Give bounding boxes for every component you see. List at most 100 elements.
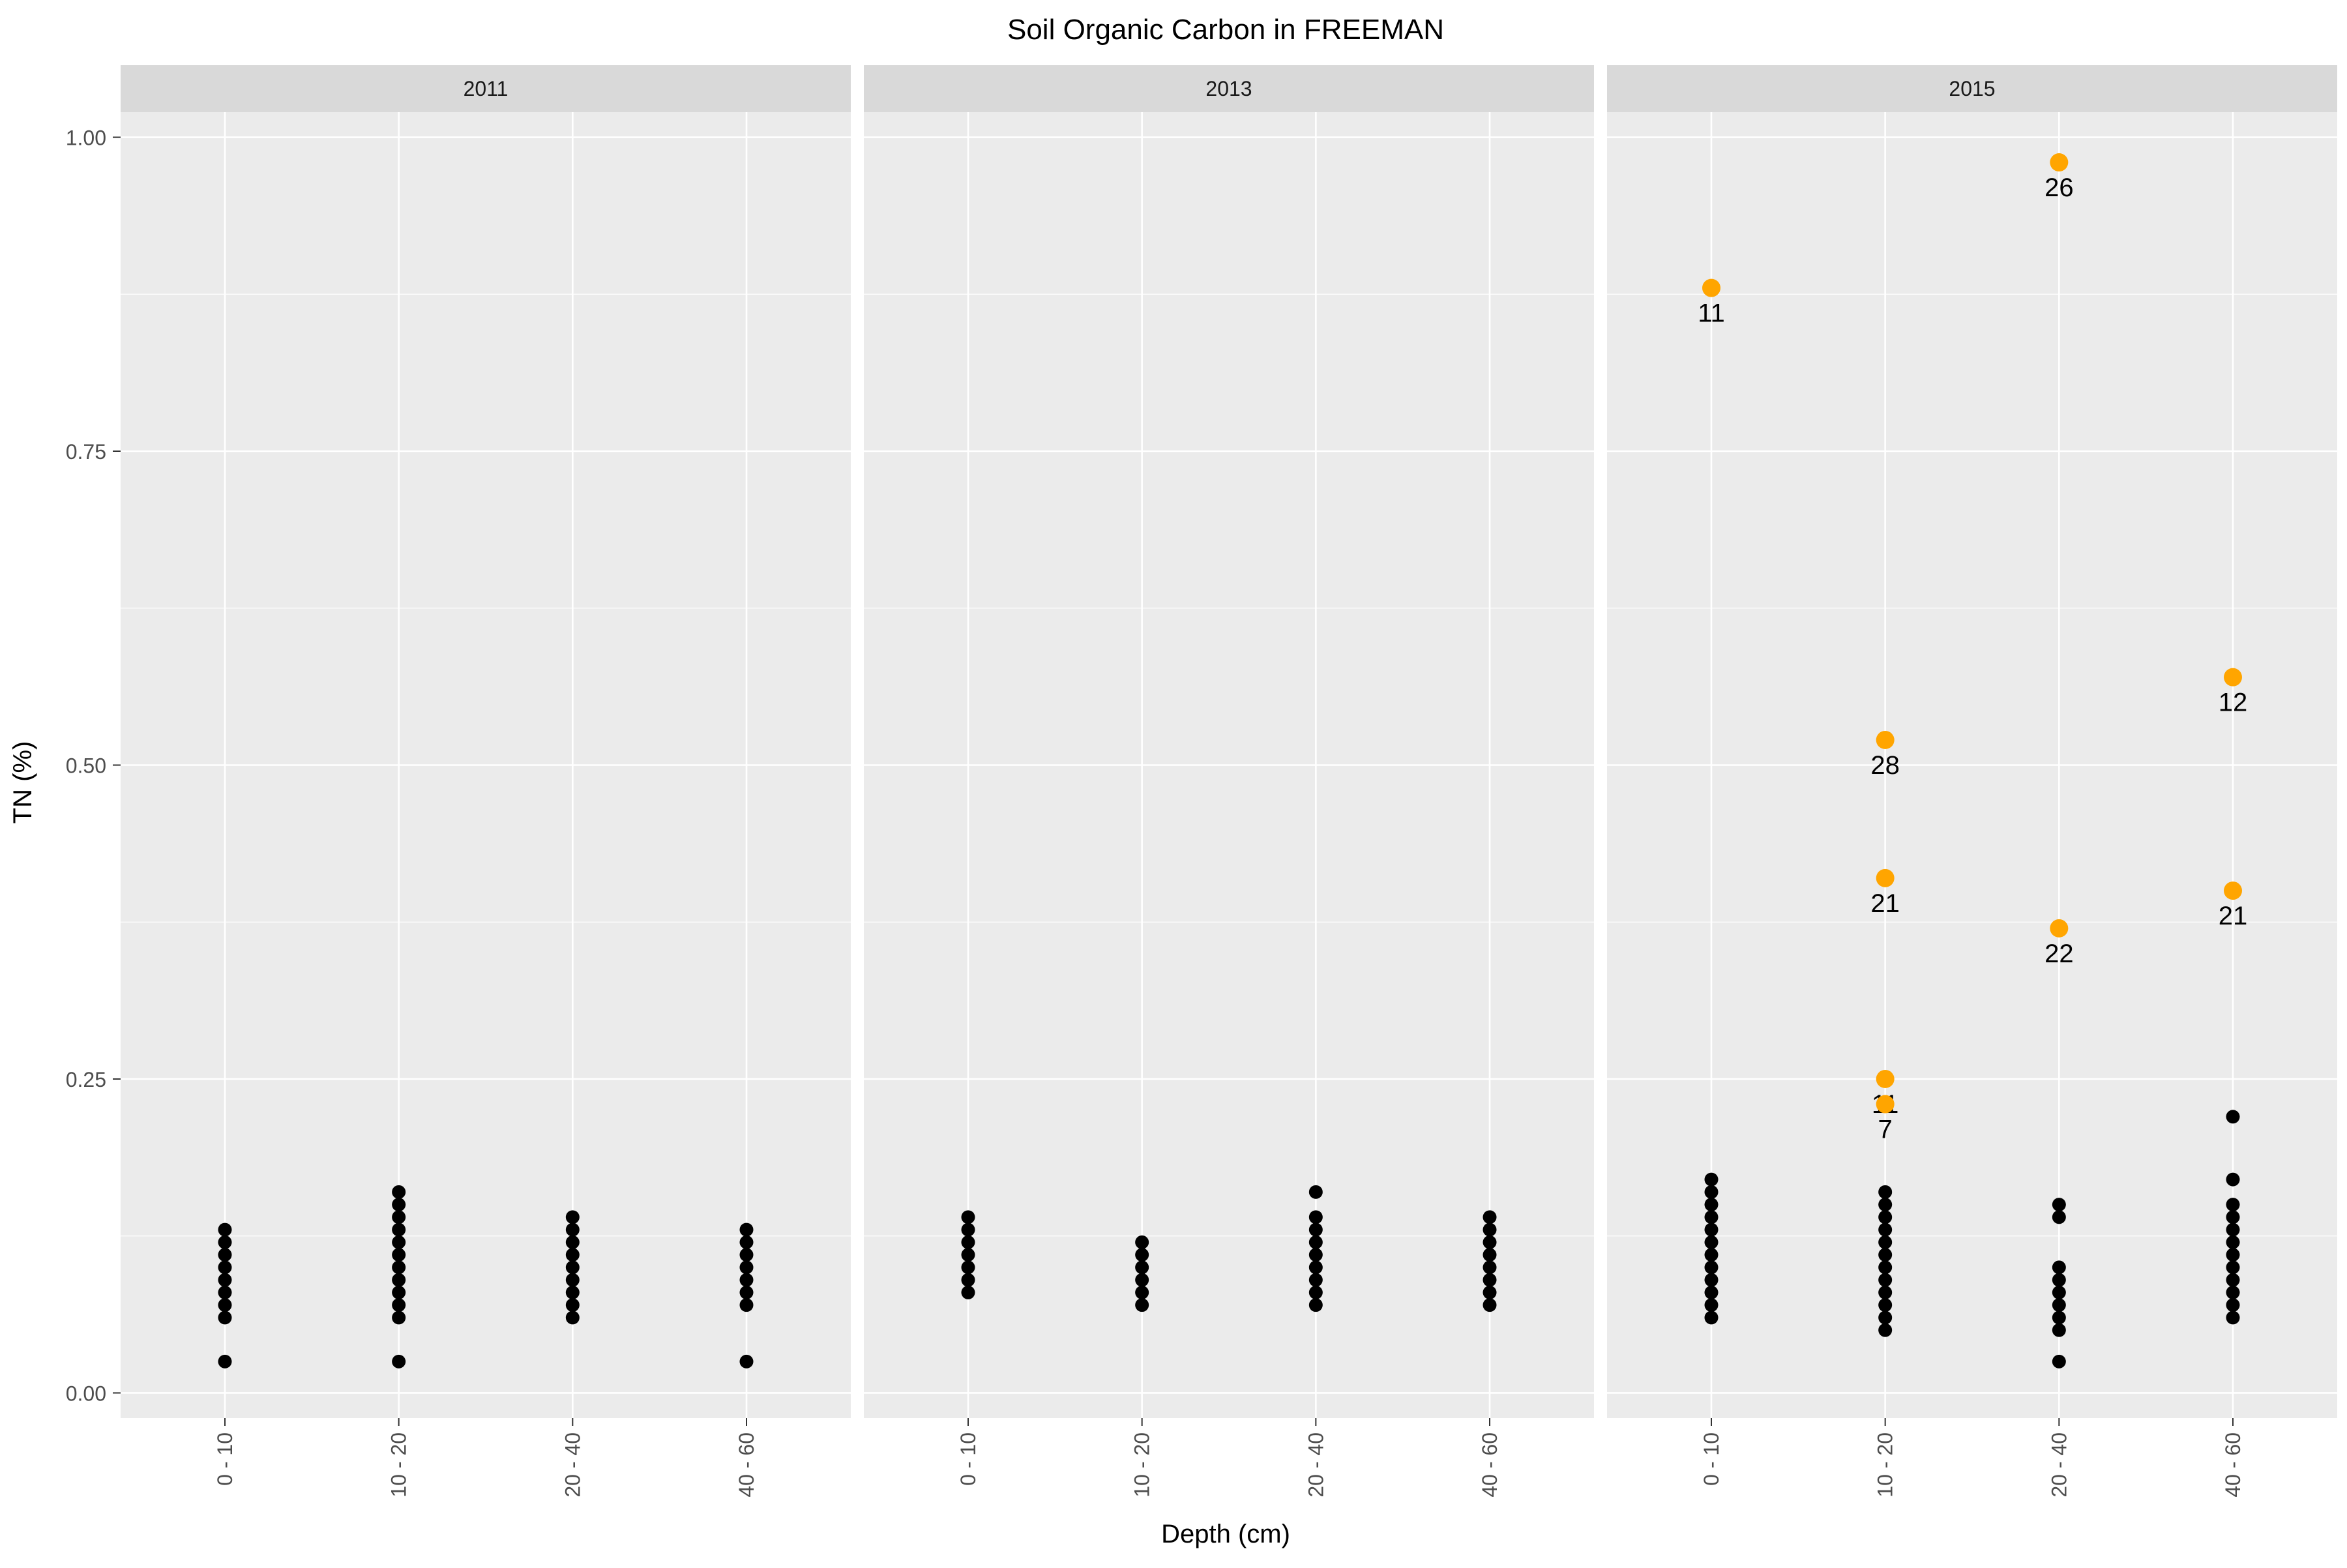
x-tick-label: 20 - 40 [2047,1432,2071,1498]
x-tick-label: 0 - 10 [1700,1432,1723,1486]
data-point [218,1248,232,1262]
data-point [2226,1110,2240,1124]
outlier-point [1702,278,1720,297]
data-point [2226,1222,2240,1237]
data-point [565,1235,580,1249]
data-point [1483,1210,1497,1224]
data-point [392,1210,406,1224]
y-tick-label: 0.50 [66,754,106,778]
outlier-label: 12 [2219,688,2248,717]
outlier-label: 21 [2219,902,2248,930]
data-point [392,1248,406,1262]
data-point [392,1298,406,1312]
data-point [2226,1235,2240,1249]
data-point [392,1354,406,1368]
facet-strip-label: 2015 [1949,77,1995,100]
data-point [2226,1273,2240,1287]
outlier-label: 21 [1870,889,1900,918]
outlier-label: 22 [2044,939,2074,968]
data-point [2052,1285,2066,1299]
data-point [392,1260,406,1275]
x-tick-label: 40 - 60 [2221,1432,2245,1498]
data-point [1878,1198,1893,1212]
data-point [961,1222,975,1237]
data-point [218,1273,232,1287]
outlier-point [2224,881,2242,900]
x-tick-label: 40 - 60 [735,1432,758,1498]
data-point [392,1273,406,1287]
facet-panels: 0.00 0.25 0.50 0.75 1.00 2011 0 - 10 10 - 20 20 … [66,65,2337,1498]
data-point [565,1273,580,1287]
data-point [1704,1248,1719,1262]
data-point [218,1260,232,1275]
data-point [961,1210,975,1224]
data-point [2052,1198,2066,1212]
data-point [961,1235,975,1249]
data-point [218,1354,232,1368]
outlier-label: 7 [1878,1116,1893,1144]
data-point [392,1198,406,1212]
data-point [1308,1260,1323,1275]
data-point [218,1222,232,1237]
data-point [565,1248,580,1262]
x-tick-label: 20 - 40 [1304,1432,1327,1498]
data-point [1308,1248,1323,1262]
facet-strip [864,65,1594,112]
data-point [2052,1298,2066,1312]
data-point [2052,1273,2066,1287]
data-point [2226,1298,2240,1312]
data-point [2226,1260,2240,1275]
data-point [2052,1354,2066,1368]
data-point [1704,1185,1719,1199]
data-point [392,1285,406,1299]
data-point [1483,1235,1497,1249]
data-point [218,1285,232,1299]
data-point [1483,1298,1497,1312]
data-point [392,1185,406,1199]
y-tick-label: 0.00 [66,1382,106,1405]
data-point [218,1298,232,1312]
outlier-point [1876,1095,1895,1114]
data-point [2052,1310,2066,1325]
y-axis-label: TN (%) [8,741,37,824]
y-tick-label: 1.00 [66,126,106,150]
data-point [1308,1222,1323,1237]
data-point [739,1285,754,1299]
data-point [2226,1172,2240,1187]
data-point [565,1285,580,1299]
facet-strip-label: 2011 [464,77,509,100]
facet-strip [121,65,851,112]
data-point [565,1310,580,1325]
x-tick-label: 20 - 40 [561,1432,584,1498]
data-point [565,1222,580,1237]
data-point [1308,1285,1323,1299]
data-point [218,1235,232,1249]
data-point [1878,1260,1893,1275]
data-point [1878,1323,1893,1337]
x-axis-label: Depth (cm) [1161,1520,1290,1548]
facet-strip-label: 2013 [1205,77,1252,100]
x-tick-label: 10 - 20 [1874,1432,1897,1498]
chart-title: Soil Organic Carbon in FREEMAN [1007,14,1444,46]
data-point [1308,1298,1323,1312]
outlier-point [2224,668,2242,687]
data-point [739,1298,754,1312]
data-point [2226,1198,2240,1212]
outlier-label: 28 [1870,751,1900,780]
data-point [2226,1285,2240,1299]
y-tick-label: 0.25 [66,1068,106,1091]
data-point [739,1235,754,1249]
outlier-label: 11 [1698,299,1725,328]
data-point [1704,1310,1719,1325]
data-point [1878,1298,1893,1312]
data-point [961,1285,975,1299]
data-point [739,1273,754,1287]
data-point [1483,1222,1497,1237]
data-point [1483,1273,1497,1287]
outlier-point [2050,153,2069,172]
x-tick-label: 40 - 60 [1478,1432,1501,1498]
data-point [2226,1248,2240,1262]
data-point [1878,1222,1893,1237]
x-tick-label: 0 - 10 [213,1432,237,1486]
